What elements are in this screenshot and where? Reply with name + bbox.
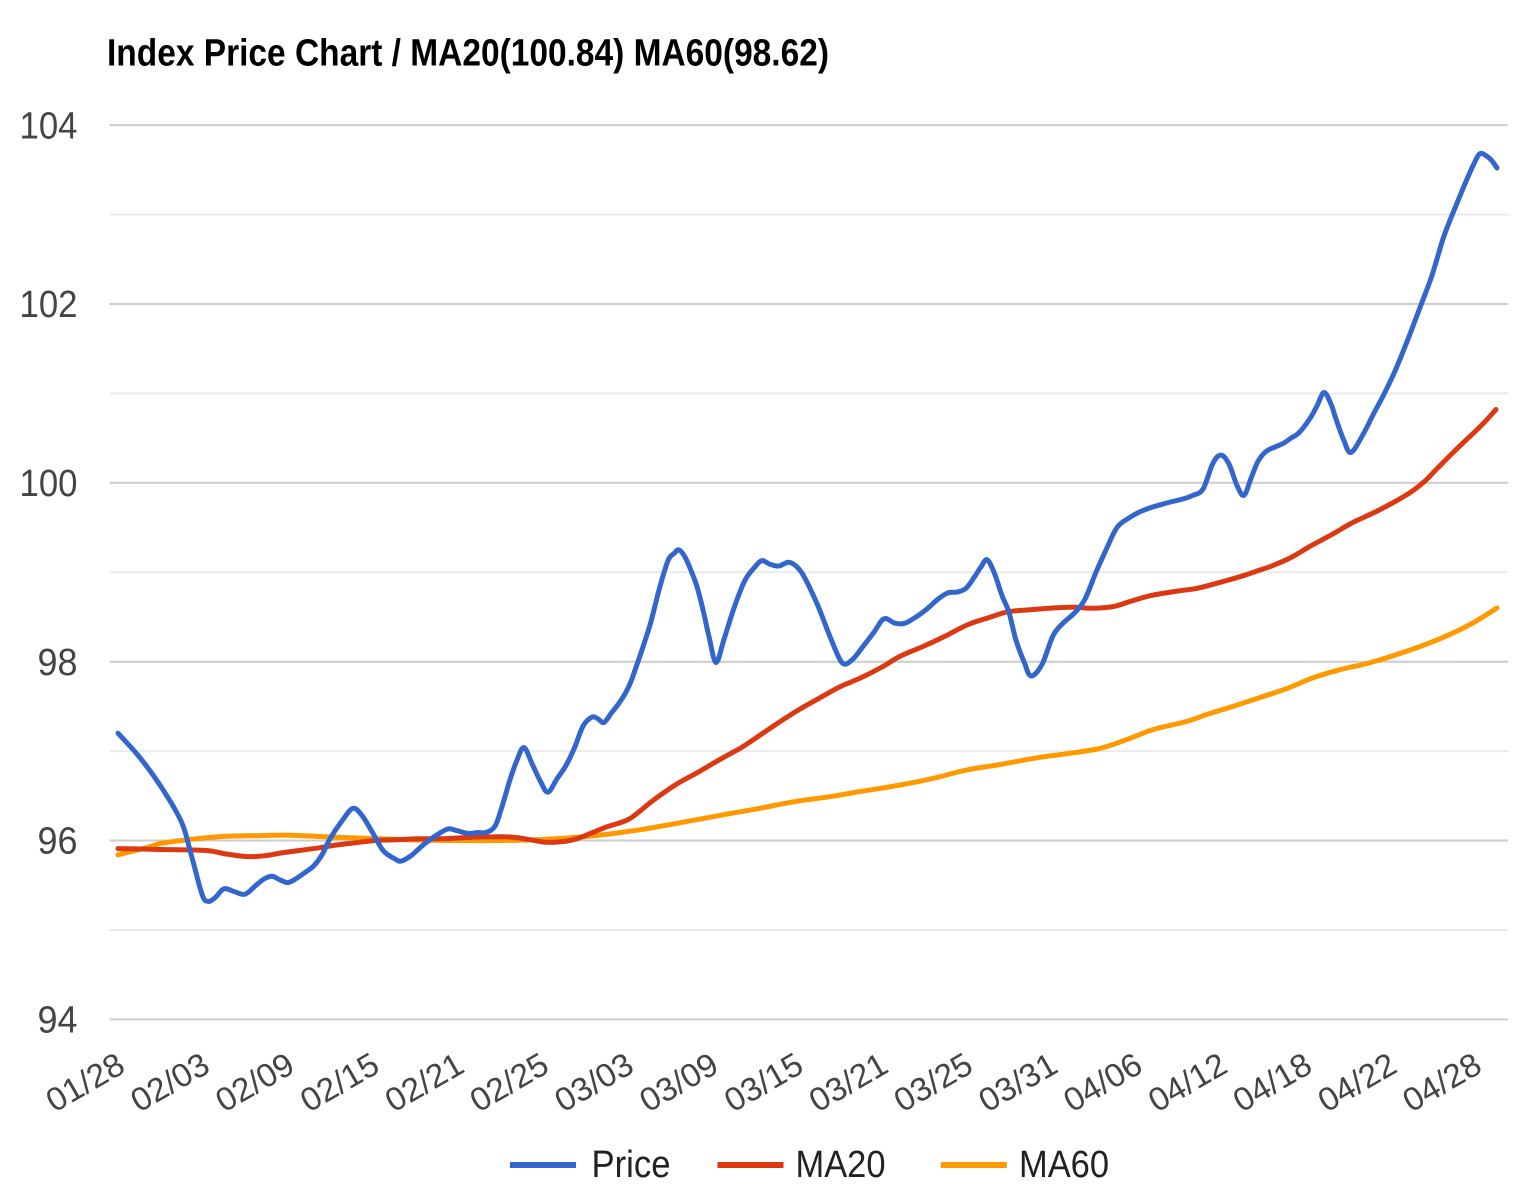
svg-text:Price: Price	[592, 1144, 671, 1186]
svg-text:104: 104	[20, 105, 78, 147]
svg-text:96: 96	[38, 821, 78, 863]
svg-text:MA20: MA20	[796, 1144, 886, 1186]
svg-text:94: 94	[38, 1000, 78, 1042]
svg-text:98: 98	[38, 642, 78, 684]
svg-text:102: 102	[20, 284, 78, 326]
svg-text:100: 100	[20, 463, 78, 505]
svg-text:Index Price Chart / MA20(100.8: Index Price Chart / MA20(100.84) MA60(98…	[107, 33, 829, 75]
svg-text:MA60: MA60	[1019, 1144, 1109, 1186]
